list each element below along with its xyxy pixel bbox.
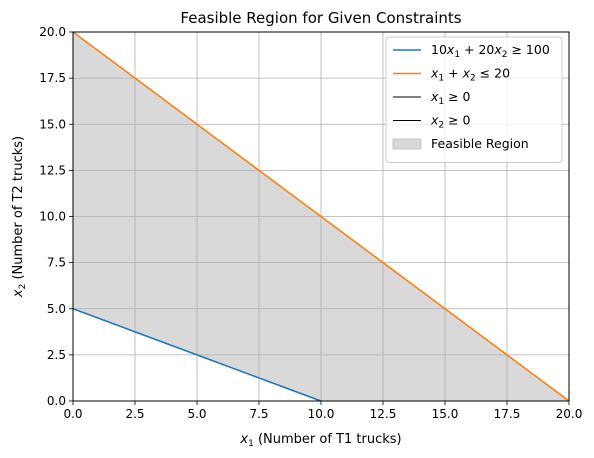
y-tick-label: 12.5 bbox=[39, 163, 66, 177]
legend-label: x1 + x2 ≤ 20 bbox=[430, 66, 510, 84]
x-tick-label: 5.0 bbox=[187, 407, 206, 421]
axis-title-text: (Number of T1 trucks) bbox=[254, 432, 402, 447]
y-tick-label: 15.0 bbox=[39, 117, 66, 131]
y-tick-label: 5.0 bbox=[47, 302, 66, 316]
chart-title: Feasible Region for Given Constraints bbox=[180, 9, 461, 27]
legend-swatch-feasible-region bbox=[392, 138, 422, 150]
y-tick-label: 7.5 bbox=[47, 256, 66, 270]
series-line-2 bbox=[72, 31, 570, 402]
series-line-1 bbox=[72, 308, 322, 402]
x-tick-label: 0.0 bbox=[63, 407, 82, 421]
y-tick-label: 0.0 bbox=[47, 394, 66, 408]
legend-box bbox=[385, 36, 563, 163]
x-axis-title: x1 (Number of T1 trucks) bbox=[239, 432, 401, 449]
axis-title-variable: x bbox=[11, 289, 26, 298]
axis-title-variable: x bbox=[239, 432, 248, 447]
x-tick-label: 7.5 bbox=[249, 407, 268, 421]
y-axis-title: x2 (Number of T2 trucks) bbox=[11, 136, 28, 298]
x-tick-label: 20.0 bbox=[556, 407, 583, 421]
x-tick-label: 17.5 bbox=[494, 407, 521, 421]
legend-label: 10x1 + 20x2 ≥ 100 bbox=[431, 42, 550, 60]
x-tick-label: 10.0 bbox=[308, 407, 335, 421]
x-tick-label: 15.0 bbox=[432, 407, 459, 421]
x-tick-label: 12.5 bbox=[370, 407, 397, 421]
legend-label: x2 ≥ 0 bbox=[430, 113, 471, 131]
axis-title-text: (Number of T2 trucks) bbox=[11, 136, 26, 284]
legend-label-feasible-region: Feasible Region bbox=[431, 136, 529, 151]
axis-title-subscript: 1 bbox=[248, 439, 254, 449]
x-tick-label: 2.5 bbox=[125, 407, 144, 421]
legend-label: x1 ≥ 0 bbox=[430, 89, 471, 107]
y-tick-label: 2.5 bbox=[47, 348, 66, 362]
legend: 10x1 + 20x2 ≥ 100 x1 + x2 ≤ 20 x1 ≥ 0 x2 ≥ … bbox=[385, 36, 563, 163]
y-tick-label: 17.5 bbox=[39, 71, 66, 85]
y-tick-label: 20.0 bbox=[39, 25, 66, 39]
y-tick-label: 10.0 bbox=[39, 210, 66, 224]
tick-layer: 0.0 2.5 5.0 7.5 10.0 12.5 15.0 17.5 20.0 0.0 2.5 5.… bbox=[39, 25, 582, 421]
axis-title-subscript: 2 bbox=[18, 284, 28, 290]
